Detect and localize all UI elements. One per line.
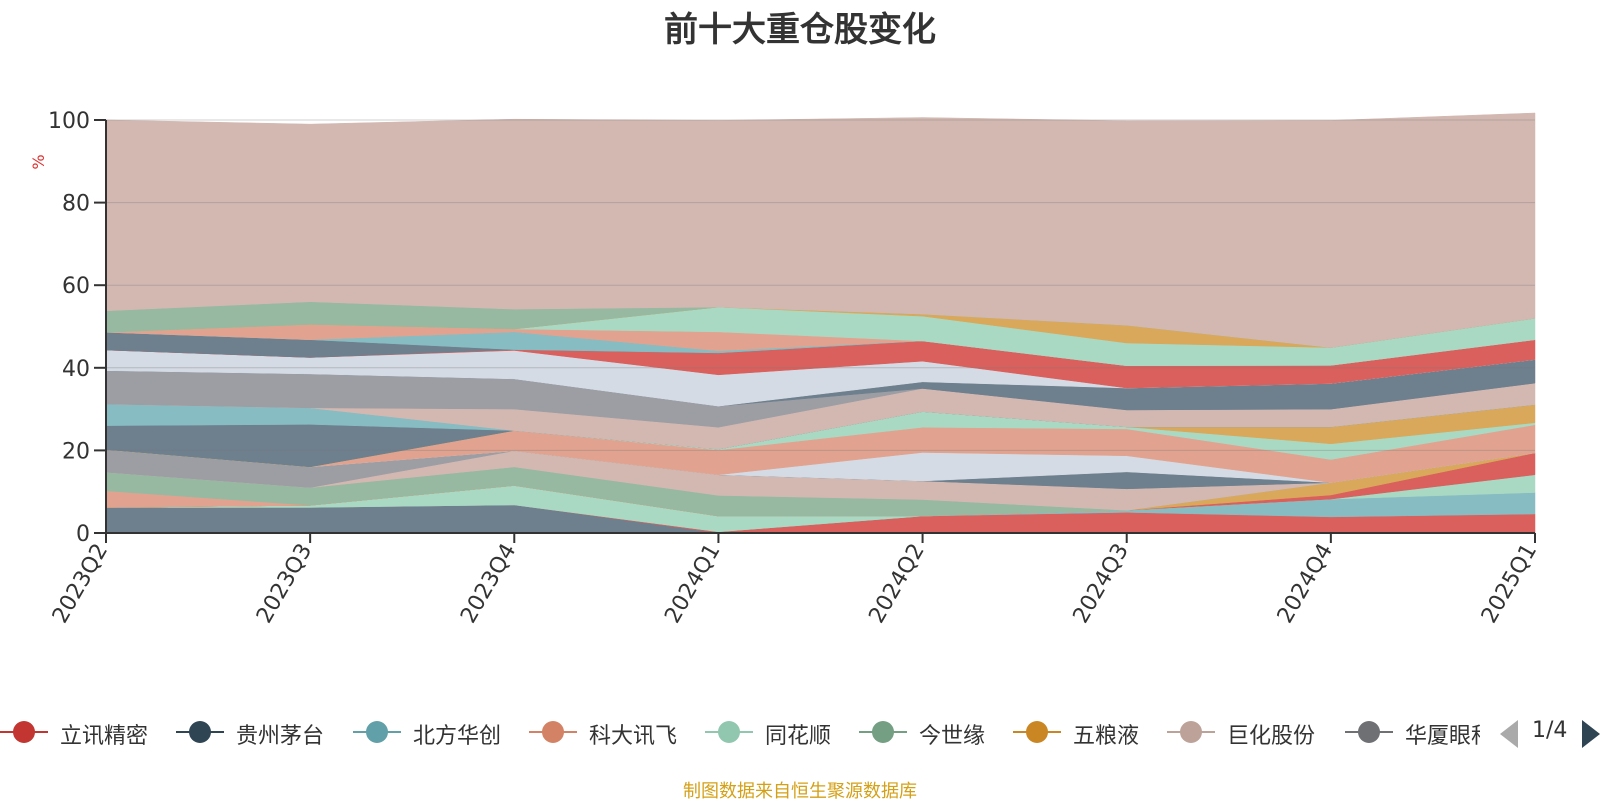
legend-label: 五粮液 xyxy=(1073,724,1140,749)
source-note: 制图数据来自恒生聚源数据库 xyxy=(683,781,917,802)
legend-marker-icon xyxy=(718,721,740,743)
legend-marker-icon xyxy=(872,721,894,743)
legend-label: 今世缘 xyxy=(919,724,986,749)
x-tick-label: 2024Q1 xyxy=(660,540,725,628)
y-tick-label: 0 xyxy=(76,522,90,547)
legend-label: 科大讯飞 xyxy=(589,724,678,749)
x-tick-label: 2024Q4 xyxy=(1273,540,1338,628)
x-tick-label: 2023Q2 xyxy=(48,540,113,628)
legend-marker-icon xyxy=(366,721,388,743)
legend-marker-icon xyxy=(189,721,211,743)
legend-marker-icon xyxy=(13,721,35,743)
y-axis-label: % xyxy=(29,154,48,169)
legend-marker-icon xyxy=(1180,721,1202,743)
x-tick-label: 2023Q3 xyxy=(252,540,317,628)
pager-prev-icon[interactable] xyxy=(1500,720,1518,748)
legend-marker-icon xyxy=(542,721,564,743)
pager-next-icon[interactable] xyxy=(1582,720,1600,748)
legend-label: 贵州茅台 xyxy=(236,724,325,749)
legend-pager: 1/4 xyxy=(1500,718,1600,752)
legend: 立讯精密 贵州茅台 北方华创 科大讯飞 同花顺 今世缘 五粮液 巨化股份 华厦眼科 xyxy=(0,712,1480,752)
y-tick-label: 40 xyxy=(62,357,90,382)
chart-title: 前十大重仓股变化 xyxy=(664,10,936,50)
legend-marker-icon xyxy=(1026,721,1048,743)
x-tick-label: 2025Q1 xyxy=(1477,540,1542,628)
x-tick-label: 2024Q3 xyxy=(1069,540,1134,628)
legend-label: 同花顺 xyxy=(765,724,832,749)
legend-label: 北方华创 xyxy=(413,724,502,749)
y-tick-label: 100 xyxy=(48,109,90,134)
y-tick-label: 80 xyxy=(62,192,90,217)
y-tick-label: 20 xyxy=(62,439,90,464)
pager-page-text: 1/4 xyxy=(1532,718,1568,743)
x-tick-label: 2023Q4 xyxy=(456,540,521,628)
legend-label: 华厦眼科 xyxy=(1405,724,1480,749)
legend-label: 巨化股份 xyxy=(1227,724,1316,749)
x-tick-label: 2024Q2 xyxy=(864,540,929,628)
y-tick-label: 60 xyxy=(62,274,90,299)
legend-marker-icon xyxy=(1358,721,1380,743)
legend-label: 立讯精密 xyxy=(60,724,149,749)
area-series-28 xyxy=(105,112,1536,348)
